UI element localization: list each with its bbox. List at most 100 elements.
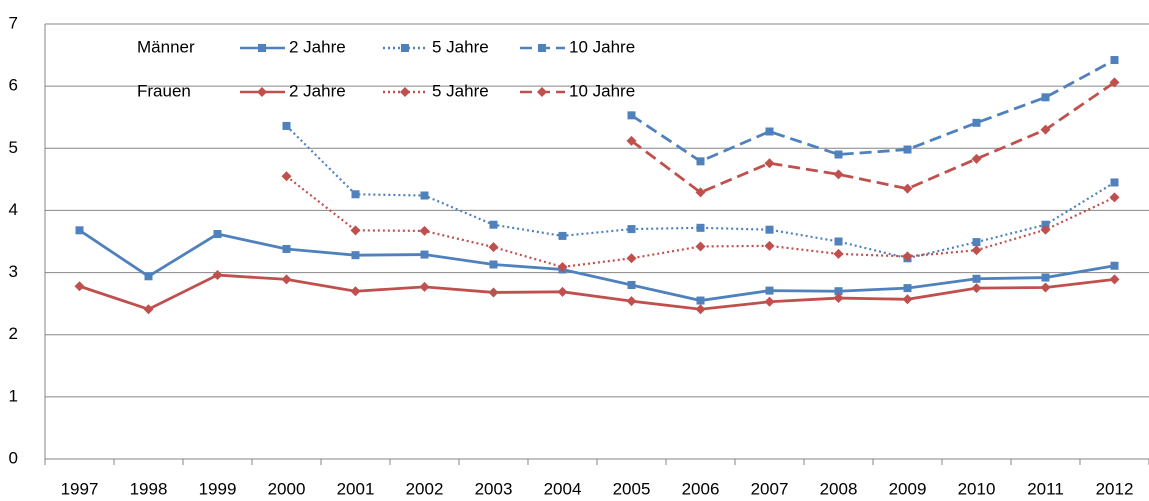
- legend-label: 10 Jahre: [569, 81, 635, 100]
- marker: [696, 296, 705, 305]
- x-tick-label: 1999: [199, 479, 237, 498]
- marker: [902, 251, 913, 262]
- x-tick-label: 2005: [613, 479, 651, 498]
- x-tick-label: 2006: [682, 479, 720, 498]
- marker: [903, 145, 912, 154]
- marker: [1041, 93, 1050, 102]
- marker: [350, 225, 361, 236]
- marker: [833, 293, 844, 304]
- marker: [282, 121, 291, 130]
- marker: [558, 231, 567, 240]
- y-tick-label: 6: [9, 76, 18, 95]
- marker: [834, 150, 843, 159]
- marker: [281, 171, 292, 182]
- marker: [1110, 56, 1119, 65]
- marker: [972, 238, 981, 247]
- marker: [764, 158, 775, 169]
- marker: [1109, 192, 1120, 203]
- marker: [1040, 124, 1051, 135]
- marker: [1041, 273, 1050, 282]
- marker: [765, 225, 774, 234]
- marker: [257, 87, 267, 97]
- marker: [400, 87, 410, 97]
- marker: [834, 287, 843, 296]
- y-tick-label: 5: [9, 138, 18, 157]
- x-tick-label: 2012: [1096, 479, 1134, 498]
- x-tick-label: 2001: [337, 479, 375, 498]
- marker: [75, 226, 84, 235]
- marker: [971, 153, 982, 164]
- marker: [833, 169, 844, 180]
- marker: [1040, 224, 1051, 235]
- marker: [351, 251, 360, 260]
- marker: [1109, 77, 1120, 88]
- marker: [420, 191, 429, 200]
- marker: [971, 245, 982, 256]
- marker: [144, 272, 153, 281]
- marker: [1109, 274, 1120, 285]
- marker: [538, 44, 546, 52]
- marker: [419, 225, 430, 236]
- x-tick-label: 2011: [1027, 479, 1064, 498]
- line: [630, 58, 1116, 163]
- legend-group-label: Frauen: [137, 81, 191, 100]
- legend-label: 5 Jahre: [432, 37, 489, 56]
- marker: [972, 274, 981, 283]
- marker: [557, 261, 568, 272]
- marker: [833, 248, 844, 259]
- marker: [834, 237, 843, 246]
- marker: [971, 283, 982, 294]
- x-tick-label: 2002: [406, 479, 444, 498]
- y-tick-label: 1: [9, 386, 18, 405]
- marker: [213, 230, 222, 239]
- marker: [212, 270, 223, 281]
- marker: [902, 183, 913, 194]
- marker: [695, 304, 706, 315]
- marker: [401, 44, 409, 52]
- y-tick-label: 7: [9, 13, 18, 32]
- marker: [489, 260, 498, 269]
- marker: [557, 286, 568, 297]
- marker: [764, 240, 775, 251]
- line: [78, 229, 1115, 302]
- legend-label: 2 Jahre: [289, 81, 346, 100]
- legend-label: 2 Jahre: [289, 37, 346, 56]
- x-tick-label: 2009: [889, 479, 927, 498]
- x-tick-label: 2010: [958, 479, 996, 498]
- x-tick-label: 2003: [475, 479, 513, 498]
- marker: [972, 118, 981, 127]
- marker: [488, 242, 499, 253]
- marker: [626, 296, 637, 307]
- marker: [626, 135, 637, 146]
- marker: [420, 250, 429, 259]
- y-tick-label: 0: [9, 448, 18, 467]
- x-tick-label: 1998: [130, 479, 168, 498]
- marker: [488, 287, 499, 298]
- marker: [626, 253, 637, 264]
- marker: [258, 44, 266, 52]
- marker: [282, 244, 291, 253]
- marker: [281, 274, 292, 285]
- line: [630, 81, 1116, 195]
- marker: [695, 187, 706, 198]
- marker: [351, 190, 360, 199]
- x-tick-label: 2004: [544, 479, 582, 498]
- marker: [74, 281, 85, 292]
- marker: [695, 241, 706, 252]
- marker: [1040, 282, 1051, 293]
- x-tick-label: 2007: [751, 479, 789, 498]
- x-tick-label: 1997: [61, 479, 99, 498]
- legend-label: 10 Jahre: [569, 37, 635, 56]
- y-tick-label: 3: [9, 262, 18, 281]
- y-tick-label: 2: [9, 324, 18, 343]
- marker: [350, 286, 361, 297]
- marker: [1110, 178, 1119, 187]
- x-tick-label: 2008: [820, 479, 858, 498]
- y-tick-label: 4: [9, 200, 18, 219]
- marker: [419, 281, 430, 292]
- marker: [903, 284, 912, 293]
- x-tick-label: 2000: [268, 479, 306, 498]
- marker: [1110, 261, 1119, 270]
- marker: [627, 281, 636, 289]
